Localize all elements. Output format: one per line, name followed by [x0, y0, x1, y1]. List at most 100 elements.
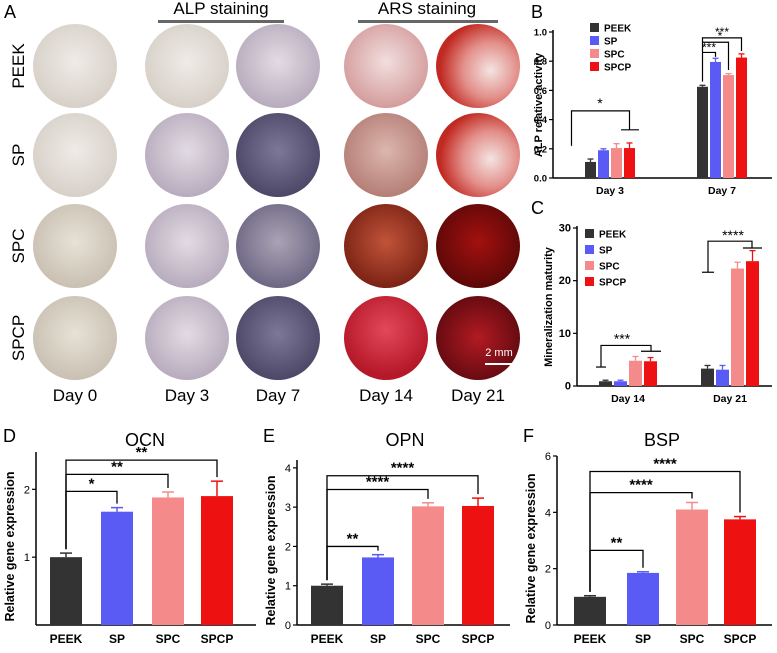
- disc-spcp-day21: [436, 296, 520, 380]
- chart-title: OCN: [125, 430, 165, 450]
- bar-peek-day3: [585, 161, 596, 178]
- sig-star-peek-spc: *: [718, 29, 723, 43]
- y-tick-label: 4: [285, 463, 291, 475]
- chart-title: OPN: [385, 430, 424, 450]
- sig-bracket-day14: [600, 344, 652, 368]
- panel-letter-b: B: [531, 2, 543, 22]
- group-label: Day 14: [611, 393, 645, 405]
- y-axis-label: Mineralization maturity: [543, 246, 555, 367]
- alp-staining-header: ALP staining: [173, 0, 268, 18]
- sig-bracket-peek-sp: [702, 51, 717, 57]
- sig-star-day21: ****: [722, 227, 744, 243]
- legend-swatch-sp: [590, 36, 599, 45]
- sig-star-spc: ****: [366, 473, 390, 490]
- disc-sp-day0: [33, 113, 117, 197]
- y-tick-label: 2: [545, 564, 551, 576]
- disc-spcp-day7: [236, 296, 320, 380]
- bar-sp: [101, 511, 133, 625]
- disc-spcp-day0: [33, 296, 117, 380]
- bar-peek-day21: [701, 368, 714, 386]
- sig-star-spcp: **: [136, 444, 148, 461]
- bar-spcp-day7: [736, 57, 747, 178]
- sig-bracket-day21: [707, 240, 753, 273]
- disc-spcp-day3: [145, 296, 229, 380]
- sig-star-spcp: ****: [653, 455, 677, 472]
- legend-swatch-spc: [590, 49, 599, 58]
- y-axis-label: Relative gene expression: [3, 471, 17, 621]
- disc-sp-day21: [436, 113, 520, 197]
- bar-sp-day21: [716, 369, 729, 386]
- y-tick-label: 0: [565, 381, 571, 393]
- sig-star-spc: ****: [629, 477, 653, 494]
- disc-peek-day21: [436, 24, 520, 108]
- legend-label: SPCP: [599, 278, 627, 289]
- bar-peek-day7: [697, 86, 708, 178]
- legend-label: SPC: [599, 262, 620, 273]
- y-tick-label: 0: [545, 620, 551, 632]
- category-label-spcp: SPCP: [201, 632, 234, 646]
- legend-label: SPC: [604, 50, 625, 61]
- category-label-spcp: SPCP: [724, 632, 757, 646]
- y-tick-label: 0.4: [534, 115, 548, 126]
- bar-spc: [676, 509, 708, 625]
- bar-peek: [311, 585, 343, 625]
- bar-sp: [362, 557, 394, 625]
- y-tick-label: 0.8: [534, 57, 547, 68]
- bar-spc: [412, 506, 444, 625]
- legend-label: SP: [599, 246, 613, 257]
- bar-sp: [627, 572, 659, 625]
- bar-spc-day7: [723, 75, 734, 178]
- y-tick-label: 0.2: [534, 144, 547, 155]
- group-label: Day 7: [708, 185, 736, 197]
- panel-letter-f: F: [523, 426, 534, 446]
- sig-star-spcp: ****: [391, 460, 415, 477]
- bar-peek: [574, 596, 606, 625]
- y-tick-label: 20: [559, 275, 571, 287]
- bar-spcp-day14: [644, 361, 657, 386]
- sig-bracket-peek-spcp: [326, 475, 479, 581]
- panel-letter-e: E: [263, 426, 275, 446]
- sig-bracket-day3: [570, 110, 631, 146]
- disc-peek-day7: [236, 24, 320, 108]
- category-label-peek: PEEK: [574, 632, 607, 646]
- legend-swatch-peek: [590, 23, 599, 32]
- day-label-7: Day 7: [256, 386, 300, 405]
- y-tick-label: 6: [545, 451, 551, 463]
- legend-label: SP: [604, 37, 618, 48]
- sig-star-sp: **: [347, 530, 359, 547]
- chart-f-bsp: BSP 0 2 4 6 Relative gene expression PEEK SP SPC…: [524, 430, 772, 646]
- sig-star-day14: ***: [614, 330, 631, 346]
- legend-label: PEEK: [604, 24, 632, 35]
- disc-peek-day0: [33, 24, 117, 108]
- category-label-spc: SPC: [156, 632, 181, 646]
- group-label: Day 21: [713, 393, 747, 405]
- y-tick-label: 30: [559, 223, 571, 235]
- bar-spcp: [201, 496, 233, 625]
- chart-title: BSP: [644, 430, 680, 450]
- bar-spc-day21: [731, 268, 744, 386]
- bar-spcp: [462, 505, 494, 625]
- chart-c-mineralization: 0 10 20 30 Mineralization maturity Day 14 Day …: [543, 223, 772, 405]
- bar-peek: [50, 557, 82, 625]
- sig-bracket-peek-spcp: [701, 37, 743, 82]
- y-tick-label: 2: [285, 541, 291, 553]
- y-tick-label: 1.0: [534, 28, 547, 39]
- disc-sp-day7: [236, 113, 320, 197]
- category-label-spcp: SPCP: [462, 632, 495, 646]
- category-label-spc: SPC: [416, 632, 441, 646]
- alp-header-underline: [158, 20, 284, 23]
- category-label-sp: SP: [109, 632, 125, 646]
- sig-bracket-peek-spc: [702, 41, 730, 70]
- panel-letter-d: D: [3, 426, 16, 446]
- row-label-spc: SPC: [9, 229, 28, 264]
- y-tick-label: 0: [285, 620, 291, 632]
- row-label-sp: SP: [9, 144, 28, 167]
- legend-label: PEEK: [599, 230, 627, 241]
- bar-spcp-day3: [624, 148, 635, 178]
- legend-label: SPCP: [604, 63, 632, 74]
- sig-star-sp: **: [611, 534, 623, 551]
- category-label-sp: SP: [370, 632, 386, 646]
- y-axis-label: Relative gene expression: [524, 473, 538, 623]
- day-label-21: Day 21: [451, 386, 505, 405]
